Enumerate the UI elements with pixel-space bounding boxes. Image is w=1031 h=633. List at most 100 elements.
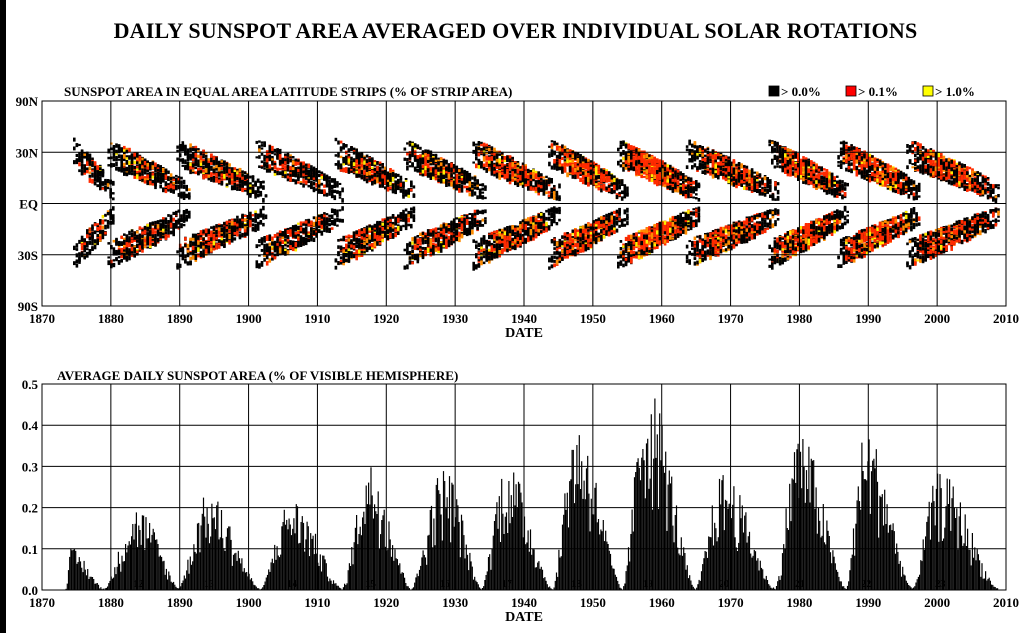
heatmap-cell — [350, 161, 353, 166]
heatmap-cell — [75, 260, 79, 263]
heatmap-cell — [473, 191, 477, 196]
heatmap-cell — [177, 218, 181, 221]
heatmap-cell — [323, 214, 326, 218]
heatmap-cell — [342, 161, 345, 166]
heatmap-cell — [143, 242, 147, 245]
heatmap-cell — [403, 148, 407, 151]
heatmap-cell — [281, 240, 285, 244]
heatmap-cell — [389, 168, 392, 172]
heatmap-cell — [458, 187, 461, 193]
heatmap-cell — [355, 151, 358, 156]
heatmap-cell — [429, 245, 433, 250]
heatmap-cell — [156, 220, 160, 225]
heatmap-cell — [175, 226, 178, 229]
heatmap-cell — [315, 216, 318, 222]
heatmap-cell — [339, 238, 343, 241]
heatmap-cell — [125, 248, 129, 252]
heatmap-cell — [136, 234, 139, 240]
heatmap-cell — [347, 167, 351, 170]
heatmap-cell — [416, 238, 420, 241]
heatmap-cell — [220, 224, 224, 227]
heatmap-cell — [312, 172, 316, 178]
heatmap-cell — [138, 173, 142, 177]
heatmap-cell — [236, 230, 239, 236]
heatmap-cell — [503, 235, 507, 240]
heatmap-cell — [419, 170, 422, 173]
heatmap-cell — [378, 173, 382, 177]
heatmap-cell — [223, 178, 226, 181]
heatmap-cell — [402, 189, 405, 195]
heatmap-cell — [476, 179, 479, 182]
heatmap-cell — [146, 160, 149, 165]
heatmap-cell — [437, 227, 440, 231]
heatmap-cell — [273, 162, 277, 166]
heatmap-cell — [477, 248, 481, 251]
heatmap-cell — [434, 227, 438, 233]
heatmap-cell — [80, 158, 84, 163]
heatmap-cell — [478, 220, 482, 226]
heatmap-cell — [421, 251, 425, 254]
heatmap-cell — [484, 209, 487, 214]
heatmap-cell — [215, 164, 218, 169]
heatmap-cell — [312, 169, 316, 175]
heatmap-cell — [424, 160, 427, 165]
heatmap-cell — [162, 222, 165, 226]
heatmap-cell — [371, 225, 374, 230]
heatmap-cell — [476, 186, 479, 190]
heatmap-cell — [289, 231, 292, 237]
heatmap-cell — [136, 152, 139, 157]
heatmap-cell — [130, 246, 134, 252]
heatmap-cell — [363, 251, 366, 254]
heatmap-cell — [202, 253, 205, 258]
heatmap-cell — [167, 230, 170, 235]
heatmap-cell — [91, 157, 94, 161]
heatmap-cell — [125, 161, 129, 165]
heatmap-cell — [125, 172, 129, 175]
heatmap-cell — [447, 182, 451, 187]
heatmap-cell — [358, 159, 361, 165]
heatmap-cell — [86, 241, 89, 245]
heatmap-cell — [386, 236, 390, 241]
heatmap-cell — [297, 241, 300, 246]
heatmap-cell — [291, 171, 295, 177]
heatmap-cell — [255, 260, 259, 264]
heatmap-cell — [289, 245, 292, 248]
heatmap-cell — [432, 244, 435, 248]
heatmap-cell — [177, 209, 181, 212]
heatmap-cell — [315, 174, 318, 179]
heatmap-cell — [488, 234, 491, 240]
heatmap-cell — [434, 174, 438, 177]
heatmap-cell — [339, 155, 343, 159]
heatmap-cell — [233, 237, 237, 241]
heatmap-cell — [138, 176, 142, 180]
heatmap-cell — [408, 160, 412, 163]
heatmap-cell — [78, 154, 81, 158]
heatmap-cell — [259, 193, 263, 197]
heatmap-cell — [268, 155, 272, 159]
heatmap-cell — [368, 224, 371, 229]
heatmap-cell — [185, 184, 188, 188]
heatmap-cell — [260, 237, 264, 240]
heatmap-cell — [472, 261, 475, 267]
heatmap-cell — [130, 229, 134, 233]
heatmap-cell — [265, 247, 269, 253]
heatmap-cell — [365, 225, 369, 228]
heatmap-cell — [421, 237, 425, 242]
heatmap-cell — [169, 180, 173, 185]
heatmap-cell — [167, 224, 170, 227]
heatmap-cell — [117, 242, 121, 246]
heatmap-cell — [276, 246, 279, 251]
heatmap-cell — [297, 176, 300, 180]
heatmap-cell — [125, 256, 129, 262]
heatmap-cell — [447, 243, 451, 248]
heatmap-cell — [254, 218, 257, 223]
heatmap-cell — [263, 158, 266, 162]
heatmap-cell — [495, 230, 499, 234]
heatmap-cell — [169, 188, 173, 191]
heatmap-cell — [204, 161, 208, 166]
heatmap-cell — [204, 165, 208, 169]
heatmap-cell — [256, 187, 260, 192]
heatmap-cell — [421, 167, 425, 172]
heatmap-cell — [194, 233, 198, 237]
heatmap-cell — [432, 168, 435, 174]
